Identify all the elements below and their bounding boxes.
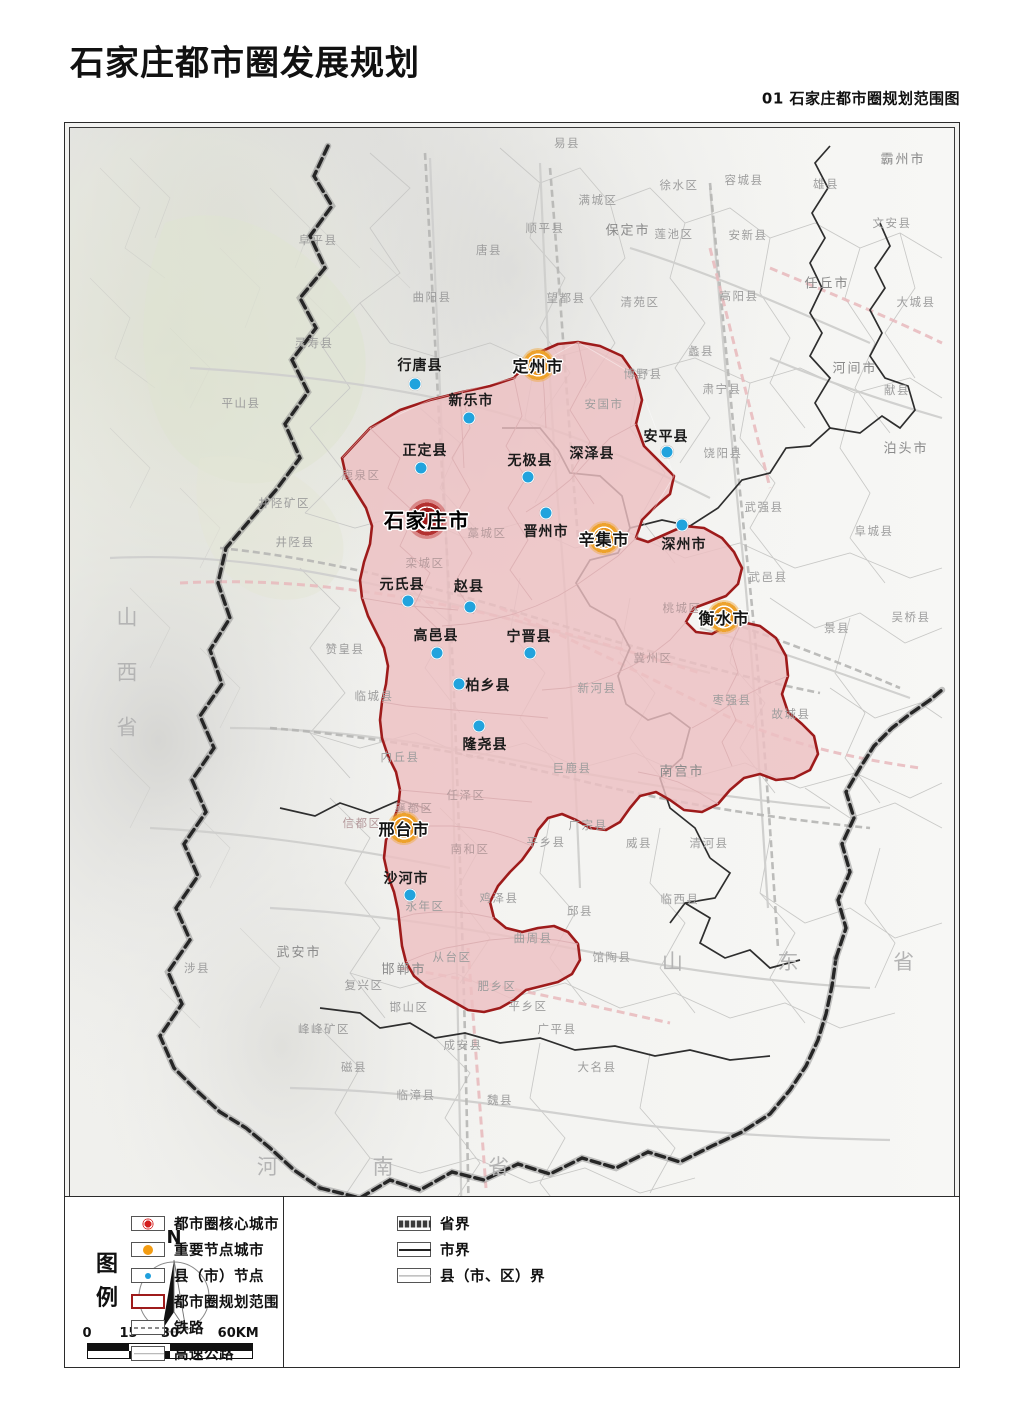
scale-segment-1 (88, 1344, 129, 1358)
page-header: 石家庄都市圈发展规划 01 石家庄都市圈规划范围图 (0, 0, 1024, 120)
legend-items: 都市圈核心城市 重要节点城市 县（市）节点 都市圈规划范围 铁路 (131, 1213, 949, 1363)
legend-label-county-node: 县（市）节点 (174, 1269, 264, 1285)
map-inner-frame: 山西省 山 东 省 河 南 省 易县 霸州市 满城区 徐水区 容城县 雄县 阜平县 顺平县 保定… (69, 127, 955, 1307)
map-sheet-subtitle: 01 石家庄都市圈规划范围图 (761, 89, 960, 108)
province-border-icon (397, 1216, 431, 1231)
legend-item-county-node[interactable]: 县（市）节点 (131, 1265, 279, 1286)
page-title: 石家庄都市圈发展规划 (70, 43, 420, 84)
legend-label-railway: 铁路 (174, 1321, 204, 1337)
legend-label-core-city: 都市圈核心城市 (174, 1217, 279, 1233)
legend-item-railway[interactable]: 铁路 (131, 1317, 279, 1338)
district-border-icon (397, 1268, 431, 1283)
legend-title-line2: 例 (95, 1286, 118, 1311)
planning-scope-icon (131, 1294, 165, 1309)
legend-label-city-border: 市界 (440, 1243, 470, 1259)
legend-label-important-node-city: 重要节点城市 (174, 1243, 264, 1259)
legend-item-district-border[interactable]: 县（市、区）界 (397, 1265, 545, 1286)
legend-divider (283, 1197, 285, 1367)
scale-segment-3 (170, 1344, 211, 1358)
railway-icon (131, 1320, 165, 1335)
legend-item-core-city[interactable]: 都市圈核心城市 (131, 1213, 279, 1234)
scale-tick-60km: 60KM (217, 1326, 259, 1341)
map-canvas[interactable]: 山西省 山 东 省 河 南 省 易县 霸州市 满城区 徐水区 容城县 雄县 阜平县 顺平县 保定… (70, 128, 954, 1306)
legend-label-province-border: 省界 (440, 1217, 470, 1233)
legend-label-highway: 高速公路 (174, 1347, 234, 1363)
legend-title: 图 例 (91, 1248, 123, 1316)
legend-title-line1: 图 (95, 1251, 118, 1277)
north-label: N (166, 1227, 182, 1248)
scale-tick-30: 30 (160, 1326, 180, 1341)
scale-tick-0: 0 (82, 1326, 92, 1341)
map-frame: 山西省 山 东 省 河 南 省 易县 霸州市 满城区 徐水区 容城县 雄县 阜平县 顺平县 保定… (64, 122, 960, 1312)
legend-item-important-node-city[interactable]: 重要节点城市 (131, 1239, 279, 1260)
scale-segment-4 (211, 1344, 252, 1358)
legend-item-highway[interactable]: 高速公路 (131, 1343, 279, 1364)
core-city-icon (131, 1216, 165, 1231)
legend-item-province-border[interactable]: 省界 (397, 1213, 545, 1234)
map-geometry (70, 128, 954, 1306)
legend-item-city-border[interactable]: 市界 (397, 1239, 545, 1260)
legend-item-planning-scope[interactable]: 都市圈规划范围 (131, 1291, 279, 1312)
highway-icon (131, 1346, 165, 1361)
city-border-icon (397, 1242, 431, 1257)
legend-panel: N 0 15 30 60KM (64, 1196, 960, 1368)
legend-label-planning-scope: 都市圈规划范围 (174, 1295, 279, 1311)
legend-column-symbols: 都市圈核心城市 重要节点城市 县（市）节点 都市圈规划范围 铁路 (131, 1213, 279, 1363)
important-node-city-icon (131, 1242, 165, 1257)
county-node-icon (131, 1268, 165, 1283)
legend-label-district-border: 县（市、区）界 (440, 1269, 545, 1285)
compass-scale-box: N 0 15 30 60KM (65, 1197, 283, 1367)
legend-column-borders: 省界 市界 县（市、区）界 (397, 1213, 545, 1357)
